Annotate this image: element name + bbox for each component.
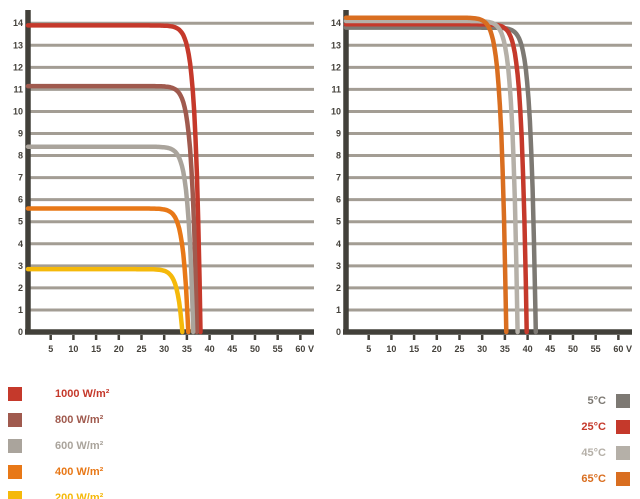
y-tick-label: 14 <box>331 18 341 28</box>
legend-item: 1000 W/m² <box>8 381 109 407</box>
y-tick-label: 8 <box>18 151 23 161</box>
x-tick-label: 10 <box>386 344 396 354</box>
curve-400-w-m <box>25 206 191 335</box>
legend-swatch <box>616 420 630 434</box>
curve-45-c <box>343 18 520 335</box>
x-tick-label: 40 <box>205 344 215 354</box>
x-tick-label: 20 <box>114 344 124 354</box>
legend-item: 65°C <box>581 466 630 492</box>
y-tick-label: 9 <box>336 129 341 139</box>
irradiance-legend: 1000 W/m² 800 W/m² 600 W/m² 400 W/m² 200… <box>8 381 109 499</box>
curve-200-w-m <box>25 266 185 335</box>
legend-label: 45°C <box>581 447 606 459</box>
x-tick-label: 25 <box>454 344 464 354</box>
y-tick-label: 3 <box>336 261 341 271</box>
y-tick-label: 4 <box>18 239 23 249</box>
y-tick-label: 5 <box>336 217 341 227</box>
x-tick-label: 40 <box>523 344 533 354</box>
legend-item: 600 W/m² <box>8 433 109 459</box>
y-tick-label: 11 <box>13 84 23 94</box>
y-tick-label: 13 <box>331 40 341 50</box>
y-tick-label: 2 <box>336 283 341 293</box>
y-tick-label: 0 <box>336 327 341 337</box>
x-tick-label: 10 <box>68 344 78 354</box>
legend-label: 65°C <box>581 473 606 485</box>
y-tick-label: 5 <box>18 217 23 227</box>
x-tick-label: 35 <box>182 344 192 354</box>
legend-swatch <box>8 413 22 427</box>
y-tick-label: 13 <box>13 40 23 50</box>
legend-label: 5°C <box>587 395 606 407</box>
legend-label: 200 W/m² <box>55 492 104 499</box>
legend-label: 800 W/m² <box>55 414 104 426</box>
legend-label: 400 W/m² <box>55 466 104 478</box>
y-tick-label: 12 <box>331 62 341 72</box>
x-tick-label: 60 <box>295 344 305 354</box>
x-tick-label: 50 <box>568 344 578 354</box>
legend-label: 1000 W/m² <box>55 388 110 400</box>
legend-item: 25°C <box>581 414 630 440</box>
y-tick-label: 1 <box>336 305 341 315</box>
legend-swatch <box>616 472 630 486</box>
y-tick-label: 2 <box>18 283 23 293</box>
x-tick-label: 35 <box>500 344 510 354</box>
y-tick-label: 9 <box>18 129 23 139</box>
curve-1000-w-m <box>25 23 203 335</box>
legend-swatch <box>8 465 22 479</box>
x-axis-unit-label: V <box>308 344 314 354</box>
legend-swatch <box>8 439 22 453</box>
legend-item: 200 W/m² <box>8 485 109 499</box>
y-tick-label: 0 <box>18 327 23 337</box>
y-tick-label: 12 <box>13 62 23 72</box>
x-tick-label: 5 <box>366 344 371 354</box>
x-tick-label: 45 <box>545 344 555 354</box>
x-tick-label: 45 <box>227 344 237 354</box>
y-tick-label: 14 <box>13 18 23 28</box>
curve-65-c <box>343 15 509 335</box>
x-tick-label: 50 <box>250 344 260 354</box>
y-tick-label: 11 <box>331 84 341 94</box>
temperature-legend: 5°C 25°C 45°C 65°C <box>581 388 630 492</box>
y-tick-label: 10 <box>331 106 341 116</box>
legend-item: 5°C <box>581 388 630 414</box>
x-tick-label: 25 <box>136 344 146 354</box>
x-tick-label: 30 <box>159 344 169 354</box>
x-tick-label: 30 <box>477 344 487 354</box>
y-tick-label: 3 <box>18 261 23 271</box>
y-tick-label: 8 <box>336 151 341 161</box>
y-tick-label: 7 <box>18 173 23 183</box>
y-tick-label: 6 <box>18 195 23 205</box>
legend-item: 400 W/m² <box>8 459 109 485</box>
curve-800-w-m <box>25 83 200 335</box>
y-tick-label: 1 <box>18 305 23 315</box>
x-tick-label: 55 <box>273 344 283 354</box>
legend-item: 800 W/m² <box>8 407 109 433</box>
x-tick-label: 15 <box>409 344 419 354</box>
x-axis-unit-label: V <box>626 344 632 354</box>
curve-600-w-m <box>25 144 196 335</box>
y-tick-label: 10 <box>13 106 23 116</box>
x-tick-label: 60 <box>613 344 623 354</box>
x-tick-label: 20 <box>432 344 442 354</box>
legend-swatch <box>8 491 22 499</box>
legend-label: 600 W/m² <box>55 440 104 452</box>
x-tick-label: 15 <box>91 344 101 354</box>
legend-item: 45°C <box>581 440 630 466</box>
legend-label: 25°C <box>581 421 606 433</box>
legend-swatch <box>616 394 630 408</box>
y-tick-label: 7 <box>336 173 341 183</box>
y-tick-label: 6 <box>336 195 341 205</box>
x-tick-label: 5 <box>48 344 53 354</box>
legend-swatch <box>8 387 22 401</box>
y-tick-label: 4 <box>336 239 341 249</box>
x-tick-label: 55 <box>591 344 601 354</box>
legend-swatch <box>616 446 630 460</box>
